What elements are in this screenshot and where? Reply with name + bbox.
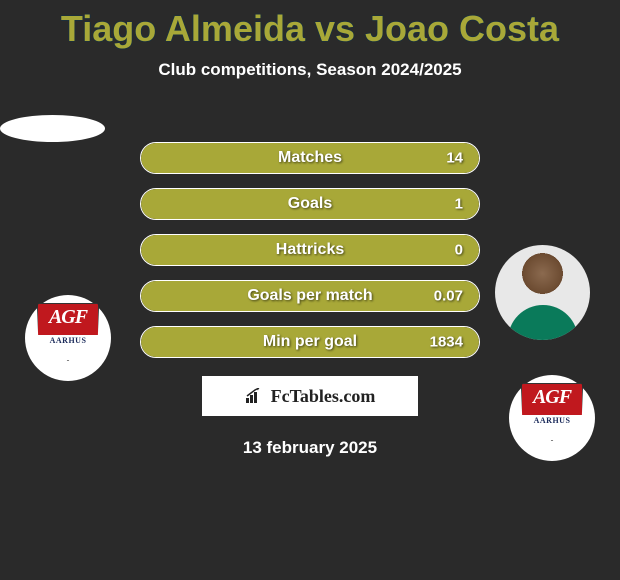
stat-bar: Matches 14 bbox=[140, 142, 480, 174]
stat-bar-label: Goals per match bbox=[247, 287, 372, 305]
logo-bottom-text: AARHUS bbox=[50, 336, 87, 345]
stat-bar-track: Matches 14 bbox=[140, 142, 480, 174]
stat-bar-track: Hattricks 0 bbox=[140, 234, 480, 266]
stat-bar: Goals 1 bbox=[140, 188, 480, 220]
stat-bar-value: 1834 bbox=[430, 334, 463, 351]
club-badge-icon: AGF AARHUS bbox=[37, 303, 99, 373]
club-badge-icon: AGF AARHUS bbox=[521, 383, 583, 453]
logo-top-text: AGF bbox=[49, 306, 87, 329]
stat-bar-value: 1 bbox=[455, 196, 463, 213]
stat-bar-label: Hattricks bbox=[276, 241, 344, 259]
watermark-text: FcTables.com bbox=[271, 386, 376, 407]
stat-bar-value: 0 bbox=[455, 242, 463, 259]
stat-bar-track: Goals 1 bbox=[140, 188, 480, 220]
watermark-chart-icon bbox=[245, 388, 265, 404]
club-logo-left: AGF AARHUS bbox=[25, 295, 111, 381]
stat-bar-track: Goals per match 0.07 bbox=[140, 280, 480, 312]
player-left-avatar bbox=[0, 115, 105, 142]
subtitle: Club competitions, Season 2024/2025 bbox=[0, 60, 620, 80]
stat-bar-label: Goals bbox=[288, 195, 332, 213]
stat-bar-value: 0.07 bbox=[434, 288, 463, 305]
watermark: FcTables.com bbox=[202, 376, 418, 416]
stat-bar: Goals per match 0.07 bbox=[140, 280, 480, 312]
stat-bar-label: Matches bbox=[278, 149, 342, 167]
stat-bar-label: Min per goal bbox=[263, 333, 357, 351]
comparison-content: AGF AARHUS AGF AARHUS Matches 14 Goals 1 Hat… bbox=[0, 115, 620, 458]
player-right-avatar bbox=[495, 245, 590, 340]
stat-bar-track: Min per goal 1834 bbox=[140, 326, 480, 358]
logo-top-text: AGF bbox=[533, 386, 571, 409]
stat-bar: Hattricks 0 bbox=[140, 234, 480, 266]
club-logo-right: AGF AARHUS bbox=[509, 375, 595, 461]
stat-bars: Matches 14 Goals 1 Hattricks 0 Goals per match… bbox=[140, 142, 480, 358]
stat-bar-value: 14 bbox=[446, 150, 463, 167]
logo-bottom-text: AARHUS bbox=[534, 416, 571, 425]
stat-bar: Min per goal 1834 bbox=[140, 326, 480, 358]
page-title: Tiago Almeida vs Joao Costa bbox=[0, 0, 620, 50]
